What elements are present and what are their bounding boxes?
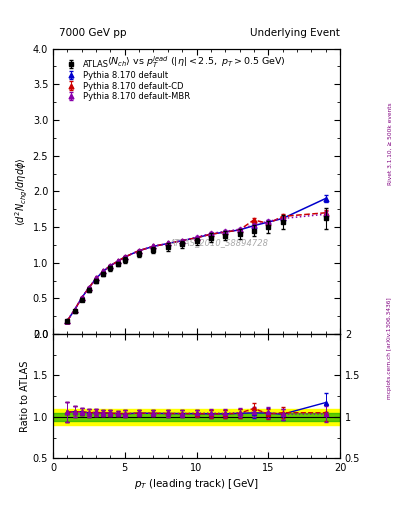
Text: Rivet 3.1.10, ≥ 500k events: Rivet 3.1.10, ≥ 500k events (387, 102, 392, 185)
Text: 7000 GeV pp: 7000 GeV pp (59, 28, 127, 38)
Y-axis label: Ratio to ATLAS: Ratio to ATLAS (20, 360, 30, 432)
Legend: ATLAS, Pythia 8.170 default, Pythia 8.170 default-CD, Pythia 8.170 default-MBR: ATLAS, Pythia 8.170 default, Pythia 8.17… (60, 58, 192, 103)
Text: mcplots.cern.ch [arXiv:1306.3436]: mcplots.cern.ch [arXiv:1306.3436] (387, 297, 392, 399)
Text: Underlying Event: Underlying Event (250, 28, 340, 38)
Text: $\langle N_{ch}\rangle$ vs $p_T^{lead}$ $(|\eta| < 2.5,\ p_T > 0.5\ \mathrm{GeV}: $\langle N_{ch}\rangle$ vs $p_T^{lead}$ … (107, 54, 286, 70)
Text: ATLAS_2010_S8894728: ATLAS_2010_S8894728 (170, 238, 269, 247)
X-axis label: $p_T$ (leading track) [GeV]: $p_T$ (leading track) [GeV] (134, 477, 259, 492)
Y-axis label: $\langle d^2 N_{chg}/d\eta d\phi \rangle$: $\langle d^2 N_{chg}/d\eta d\phi \rangle… (14, 157, 30, 226)
